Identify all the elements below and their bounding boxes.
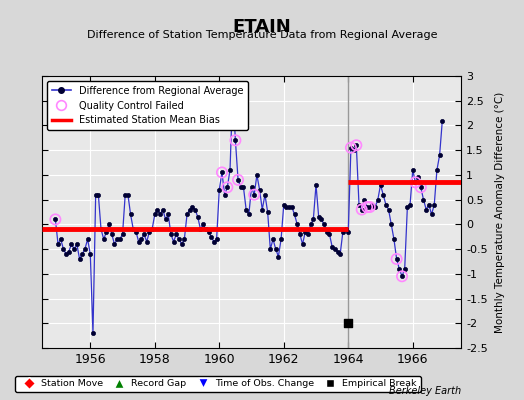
Text: ETAIN: ETAIN — [233, 18, 291, 36]
Text: Berkeley Earth: Berkeley Earth — [389, 386, 461, 396]
Legend: Station Move, Record Gap, Time of Obs. Change, Empirical Break: Station Move, Record Gap, Time of Obs. C… — [15, 376, 421, 392]
Point — [411, 179, 420, 186]
Point — [250, 192, 258, 198]
Point — [363, 204, 371, 210]
Point — [234, 177, 242, 183]
Point — [352, 142, 361, 148]
Point — [344, 320, 353, 326]
Point — [51, 216, 60, 223]
Point — [231, 137, 239, 144]
Point — [218, 169, 226, 176]
Point — [417, 184, 425, 190]
Point — [347, 144, 355, 151]
Point — [357, 206, 366, 213]
Y-axis label: Monthly Temperature Anomaly Difference (°C): Monthly Temperature Anomaly Difference (… — [495, 91, 505, 333]
Point — [398, 273, 406, 280]
Point — [366, 204, 374, 210]
Point — [223, 184, 232, 190]
Point — [392, 256, 401, 262]
Text: Difference of Station Temperature Data from Regional Average: Difference of Station Temperature Data f… — [87, 30, 437, 40]
